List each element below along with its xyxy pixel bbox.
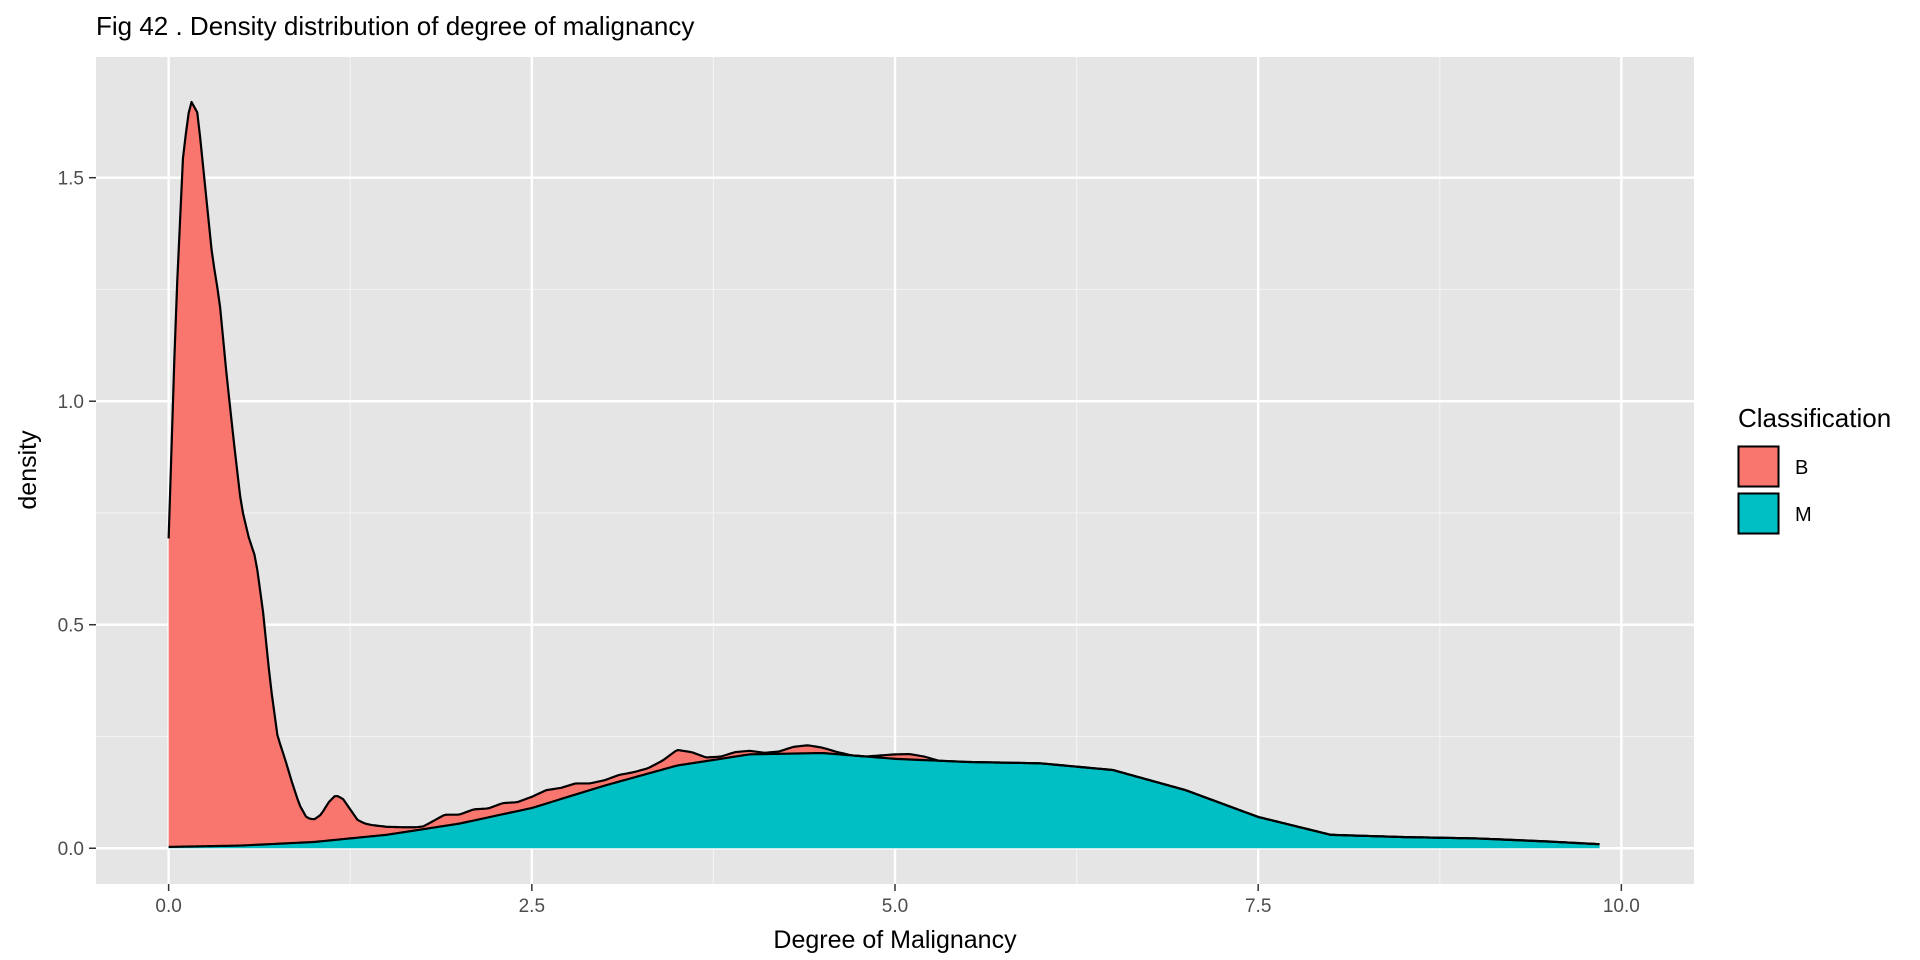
x-axis: 0.0 2.5 5.0 7.5 10.0 [155, 884, 1640, 917]
x-tick-label: 5.0 [882, 896, 908, 917]
legend-swatch-b [1737, 445, 1780, 488]
x-tick-label: 10.0 [1603, 896, 1640, 917]
y-tick-label: 0.5 [58, 616, 84, 637]
x-axis-title: Degree of Malignancy [773, 926, 1017, 954]
series-b-outline [167, 100, 1600, 846]
y-tick-label: 1.0 [58, 392, 84, 413]
chart-title: Fig 42 . Density distribution of degree … [96, 11, 694, 41]
legend-items: BM [1737, 445, 1812, 535]
legend-swatch-m [1737, 492, 1780, 535]
legend: Classification BM [1737, 403, 1891, 535]
legend-title: Classification [1738, 403, 1891, 433]
x-tick-label: 0.0 [155, 896, 181, 917]
x-tick-label: 7.5 [1245, 896, 1271, 917]
density-areas [167, 100, 1600, 849]
grid-major [96, 57, 1694, 884]
series-m-area [168, 753, 1600, 849]
legend-label-b: B [1795, 457, 1808, 479]
y-tick-label: 0.0 [58, 839, 84, 860]
y-tick-label: 1.5 [58, 169, 84, 190]
y-axis-title: density [14, 430, 42, 510]
y-axis: 0.0 0.5 1.0 1.5 [58, 169, 96, 860]
x-tick-label: 2.5 [519, 896, 545, 917]
legend-label-m: M [1795, 504, 1812, 526]
